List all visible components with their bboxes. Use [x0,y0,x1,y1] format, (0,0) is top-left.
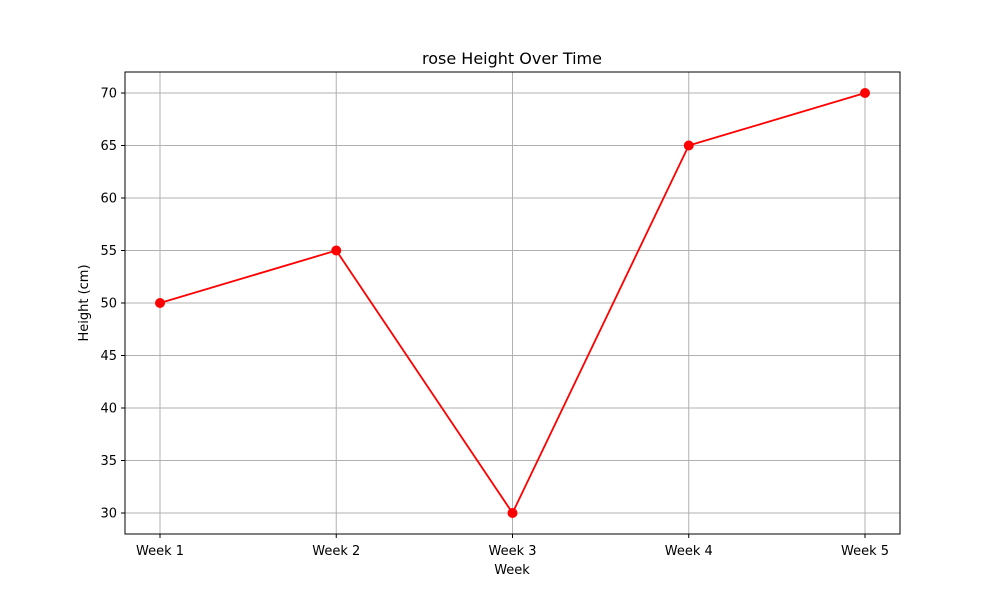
y-axis-ticks: 30 35 40 45 50 55 60 65 70 [100,87,125,522]
grid [125,72,900,534]
data-point [860,88,870,98]
y-tick-label: 55 [100,244,117,259]
y-tick-label: 60 [100,192,117,207]
x-axis-ticks: Week 1 Week 2 Week 3 Week 4 Week 5 [136,534,889,559]
y-tick-label: 30 [100,507,117,522]
y-tick-label: 35 [100,454,117,469]
y-tick-label: 70 [100,87,117,102]
data-point [331,245,342,256]
x-axis-label: Week [494,563,530,578]
data-point [155,298,165,308]
x-tick-label: Week 3 [488,544,536,559]
x-tick-label: Week 4 [665,544,713,559]
data-point [683,140,694,151]
chart-title: rose Height Over Time [422,49,602,68]
y-tick-label: 40 [100,402,117,417]
x-tick-label: Week 1 [136,544,184,559]
y-tick-label: 65 [100,139,117,154]
data-series [155,88,870,518]
x-tick-label: Week 2 [312,544,360,559]
x-tick-label: Week 5 [841,544,889,559]
y-tick-label: 50 [100,297,117,312]
y-tick-label: 45 [100,349,117,364]
y-axis-label: Height (cm) [77,264,92,341]
data-point [507,508,518,518]
